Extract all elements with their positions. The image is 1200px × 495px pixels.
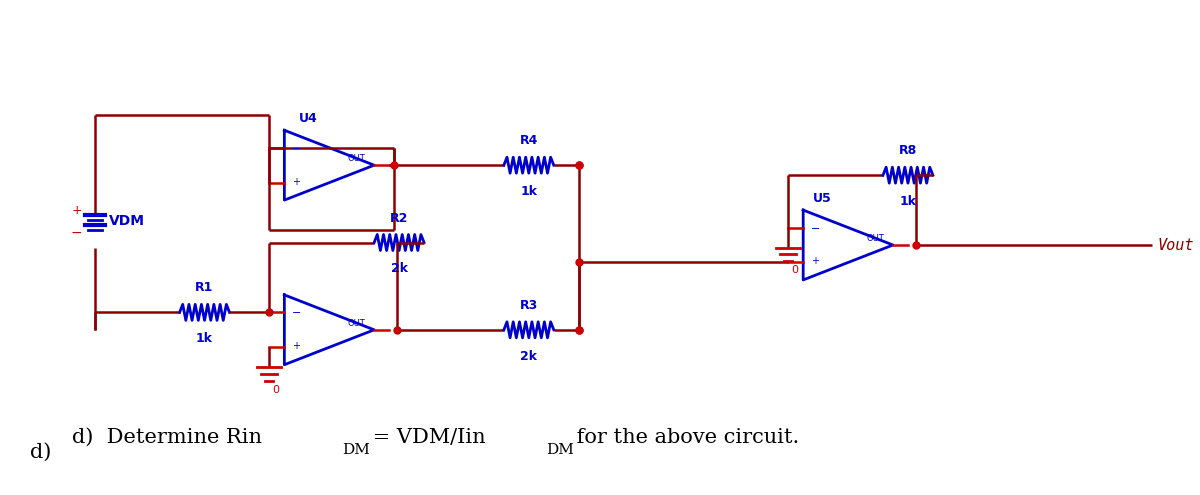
Text: 0: 0 [272,385,280,395]
Text: +: + [293,177,300,187]
Text: d)  Determine Rin: d) Determine Rin [72,428,262,447]
Text: Vout: Vout [1157,238,1194,252]
Text: OUT: OUT [866,234,884,243]
Text: 1k: 1k [900,195,917,208]
Text: +: + [72,204,82,217]
Text: = VDM/Iin: = VDM/Iin [366,428,486,447]
Text: VDM: VDM [109,213,145,228]
Text: DM: DM [342,443,370,457]
Text: −: − [71,226,83,240]
Text: 1k: 1k [196,332,214,346]
Text: 0: 0 [791,265,798,275]
Text: +: + [811,256,820,266]
Text: DM: DM [546,443,574,457]
Text: +: + [293,341,300,351]
Text: R4: R4 [520,134,538,147]
Text: U4: U4 [299,112,318,125]
Text: d): d) [30,443,52,461]
Text: 2k: 2k [521,350,538,363]
Text: OUT: OUT [347,319,365,328]
Text: U5: U5 [814,192,832,205]
Text: R8: R8 [899,144,917,157]
Text: −: − [811,224,821,234]
Text: R3: R3 [520,299,538,312]
Text: R2: R2 [390,211,408,225]
Text: −: − [293,144,301,154]
Text: 1k: 1k [521,185,538,198]
Text: for the above circuit.: for the above circuit. [570,428,799,447]
Text: 2k: 2k [391,262,408,275]
Text: OUT: OUT [347,154,365,163]
Text: R1: R1 [196,281,214,295]
Text: −: − [293,308,301,318]
